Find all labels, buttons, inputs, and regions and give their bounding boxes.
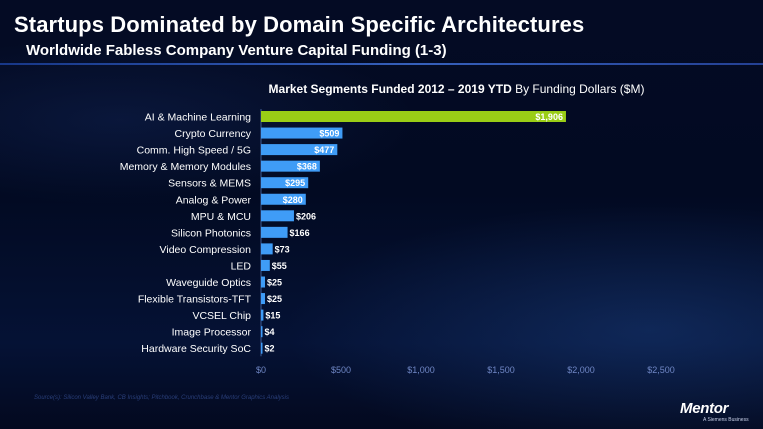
bar-value-label: $15 <box>265 311 280 321</box>
bar-value-label: $295 <box>285 178 305 188</box>
bar-value-label: $2 <box>265 344 275 354</box>
x-tick-label: $2,000 <box>567 365 595 375</box>
bar <box>261 144 338 156</box>
x-tick-label: $1,500 <box>487 365 515 375</box>
bar <box>261 293 265 305</box>
x-tick-label: $2,500 <box>647 365 675 375</box>
x-tick-label: $500 <box>331 365 351 375</box>
category-label: Flexible Transistors-TFT <box>138 294 252 306</box>
x-tick-label: $1,000 <box>407 365 435 375</box>
bar <box>261 342 263 354</box>
bar-value-label: $1,906 <box>535 112 563 122</box>
slide-title: Startups Dominated by Domain Specific Ar… <box>14 12 585 37</box>
bar-value-label: $25 <box>267 294 282 304</box>
bar <box>261 210 294 222</box>
category-label: Video Compression <box>160 244 252 256</box>
category-label: Analog & Power <box>176 194 252 206</box>
category-label: Comm. High Speed / 5G <box>137 145 251 157</box>
bar <box>261 160 320 172</box>
category-label: Sensors & MEMS <box>168 178 251 190</box>
category-label: Memory & Memory Modules <box>120 161 251 173</box>
category-label: Image Processor <box>172 327 252 339</box>
category-label: Silicon Photonics <box>171 227 251 239</box>
bar-value-label: $368 <box>297 162 317 172</box>
category-label: AI & Machine Learning <box>145 112 251 124</box>
bar-value-label: $280 <box>283 195 303 205</box>
bar <box>261 326 263 338</box>
chart-heading-bold: Market Segments Funded 2012 – 2019 YTD <box>268 82 512 96</box>
title-divider <box>0 63 763 65</box>
category-label: MPU & MCU <box>191 211 251 223</box>
mentor-logo: Mentor <box>680 400 729 417</box>
category-label: Crypto Currency <box>175 128 252 140</box>
bar-value-label: $73 <box>275 244 290 254</box>
bar <box>261 111 566 122</box>
bar <box>261 259 270 271</box>
category-label: VCSEL Chip <box>192 310 251 322</box>
category-label: Hardware Security SoC <box>141 343 251 355</box>
bar <box>261 127 343 139</box>
bar-value-label: $25 <box>267 278 282 288</box>
bar-value-label: $55 <box>272 261 287 271</box>
x-tick-label: $0 <box>256 365 266 375</box>
bar-value-label: $206 <box>296 211 316 221</box>
chart-heading: Market Segments Funded 2012 – 2019 YTD B… <box>0 82 763 96</box>
bar <box>261 309 264 321</box>
bar <box>261 226 288 238</box>
bar-value-label: $166 <box>290 228 310 238</box>
category-label: LED <box>231 260 252 272</box>
slide-subtitle: Worldwide Fabless Company Venture Capita… <box>26 42 447 59</box>
chart-heading-regular: By Funding Dollars ($M) <box>515 82 645 96</box>
bar <box>261 193 306 205</box>
bar <box>261 276 265 288</box>
bar <box>261 177 309 189</box>
bar <box>261 243 273 255</box>
source-footnote: Source(s): Silicon Valley Bank, CB Insig… <box>34 395 289 401</box>
bar-value-label: $477 <box>314 145 334 155</box>
bar-value-label: $4 <box>265 327 275 337</box>
bar-value-label: $509 <box>319 129 339 139</box>
mentor-logo-tagline: A Siemens Business <box>703 417 749 423</box>
category-label: Waveguide Optics <box>166 277 251 289</box>
